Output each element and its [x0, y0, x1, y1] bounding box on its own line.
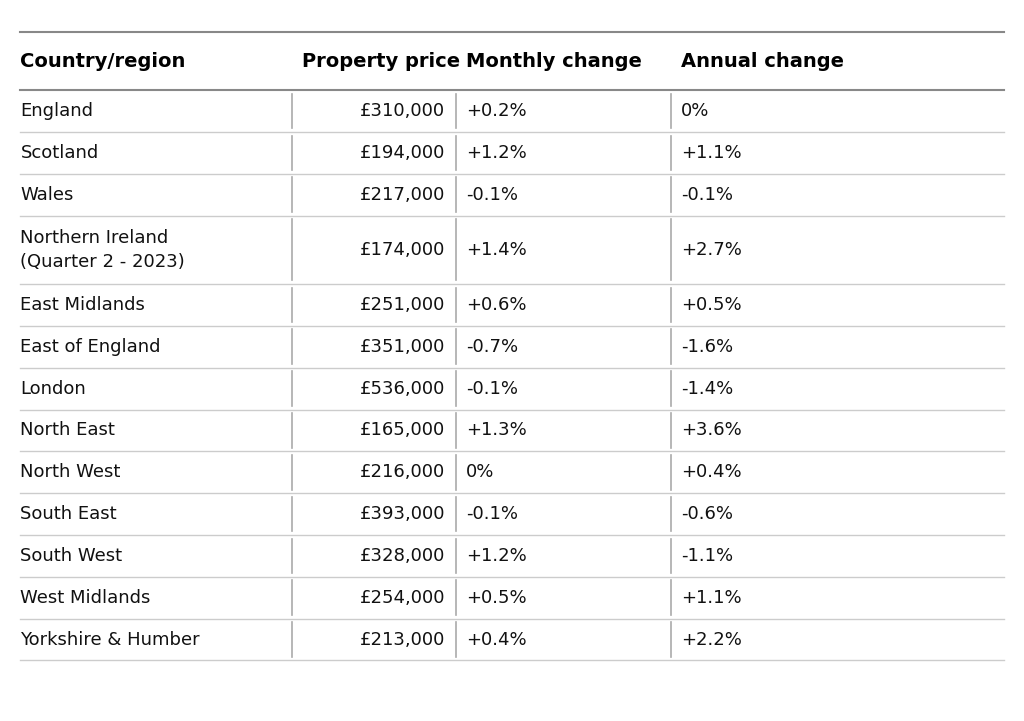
Text: Country/region: Country/region	[20, 52, 185, 71]
Text: North East: North East	[20, 422, 116, 439]
Text: +0.5%: +0.5%	[681, 296, 741, 314]
Text: East of England: East of England	[20, 338, 161, 355]
Text: +0.4%: +0.4%	[681, 464, 741, 481]
Text: Scotland: Scotland	[20, 144, 98, 162]
Text: £165,000: £165,000	[360, 422, 445, 439]
Text: +2.2%: +2.2%	[681, 631, 741, 648]
Text: +1.1%: +1.1%	[681, 144, 741, 162]
Text: +0.6%: +0.6%	[466, 296, 526, 314]
Text: 0%: 0%	[681, 102, 710, 120]
Text: North West: North West	[20, 464, 121, 481]
Text: South West: South West	[20, 547, 123, 565]
Text: +0.4%: +0.4%	[466, 631, 526, 648]
Text: West Midlands: West Midlands	[20, 589, 151, 606]
Text: Monthly change: Monthly change	[466, 52, 642, 71]
Text: -0.1%: -0.1%	[466, 505, 518, 523]
Text: £393,000: £393,000	[360, 505, 445, 523]
Text: £251,000: £251,000	[360, 296, 445, 314]
Text: £216,000: £216,000	[360, 464, 445, 481]
Text: Property price: Property price	[302, 52, 460, 71]
Text: -1.6%: -1.6%	[681, 338, 733, 355]
Text: +2.7%: +2.7%	[681, 241, 741, 259]
Text: -0.1%: -0.1%	[466, 380, 518, 397]
Text: 0%: 0%	[466, 464, 495, 481]
Text: South East: South East	[20, 505, 117, 523]
Text: -0.6%: -0.6%	[681, 505, 733, 523]
Text: +0.5%: +0.5%	[466, 589, 526, 606]
Text: £194,000: £194,000	[360, 144, 445, 162]
Text: Yorkshire & Humber: Yorkshire & Humber	[20, 631, 200, 648]
Text: Wales: Wales	[20, 186, 74, 203]
Text: £174,000: £174,000	[360, 241, 445, 259]
Text: £310,000: £310,000	[360, 102, 445, 120]
Text: -1.4%: -1.4%	[681, 380, 733, 397]
Text: £217,000: £217,000	[360, 186, 445, 203]
Text: London: London	[20, 380, 86, 397]
Text: +1.4%: +1.4%	[466, 241, 526, 259]
Text: £213,000: £213,000	[360, 631, 445, 648]
Text: -0.1%: -0.1%	[466, 186, 518, 203]
Text: £536,000: £536,000	[360, 380, 445, 397]
Text: +1.2%: +1.2%	[466, 547, 526, 565]
Text: East Midlands: East Midlands	[20, 296, 145, 314]
Text: +0.2%: +0.2%	[466, 102, 526, 120]
Text: -0.7%: -0.7%	[466, 338, 518, 355]
Text: +1.1%: +1.1%	[681, 589, 741, 606]
Text: £254,000: £254,000	[360, 589, 445, 606]
Text: Northern Ireland
(Quarter 2 - 2023): Northern Ireland (Quarter 2 - 2023)	[20, 229, 185, 270]
Text: +3.6%: +3.6%	[681, 422, 741, 439]
Text: +1.3%: +1.3%	[466, 422, 526, 439]
Text: Annual change: Annual change	[681, 52, 844, 71]
Text: England: England	[20, 102, 93, 120]
Text: -0.1%: -0.1%	[681, 186, 733, 203]
Text: £351,000: £351,000	[360, 338, 445, 355]
Text: -1.1%: -1.1%	[681, 547, 733, 565]
Text: +1.2%: +1.2%	[466, 144, 526, 162]
Text: £328,000: £328,000	[360, 547, 445, 565]
